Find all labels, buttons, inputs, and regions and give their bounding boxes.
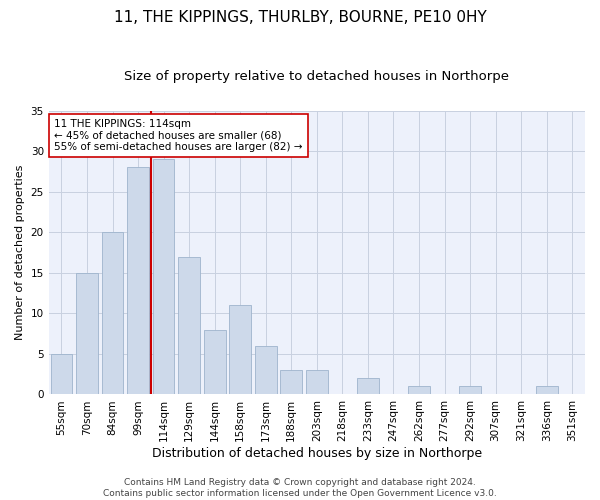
- Text: 11, THE KIPPINGS, THURLBY, BOURNE, PE10 0HY: 11, THE KIPPINGS, THURLBY, BOURNE, PE10 …: [113, 10, 487, 25]
- Title: Size of property relative to detached houses in Northorpe: Size of property relative to detached ho…: [124, 70, 509, 83]
- Bar: [101, 232, 124, 394]
- Bar: [229, 305, 251, 394]
- Bar: [204, 330, 226, 394]
- Bar: [153, 159, 175, 394]
- Text: 11 THE KIPPINGS: 114sqm
← 45% of detached houses are smaller (68)
55% of semi-de: 11 THE KIPPINGS: 114sqm ← 45% of detache…: [54, 119, 302, 152]
- X-axis label: Distribution of detached houses by size in Northorpe: Distribution of detached houses by size …: [152, 447, 482, 460]
- Bar: [178, 256, 200, 394]
- Bar: [357, 378, 379, 394]
- Y-axis label: Number of detached properties: Number of detached properties: [15, 165, 25, 340]
- Text: Contains HM Land Registry data © Crown copyright and database right 2024.
Contai: Contains HM Land Registry data © Crown c…: [103, 478, 497, 498]
- Bar: [306, 370, 328, 394]
- Bar: [408, 386, 430, 394]
- Bar: [459, 386, 481, 394]
- Bar: [280, 370, 302, 394]
- Bar: [255, 346, 277, 395]
- Bar: [127, 168, 149, 394]
- Bar: [536, 386, 557, 394]
- Bar: [50, 354, 72, 395]
- Bar: [76, 273, 98, 394]
